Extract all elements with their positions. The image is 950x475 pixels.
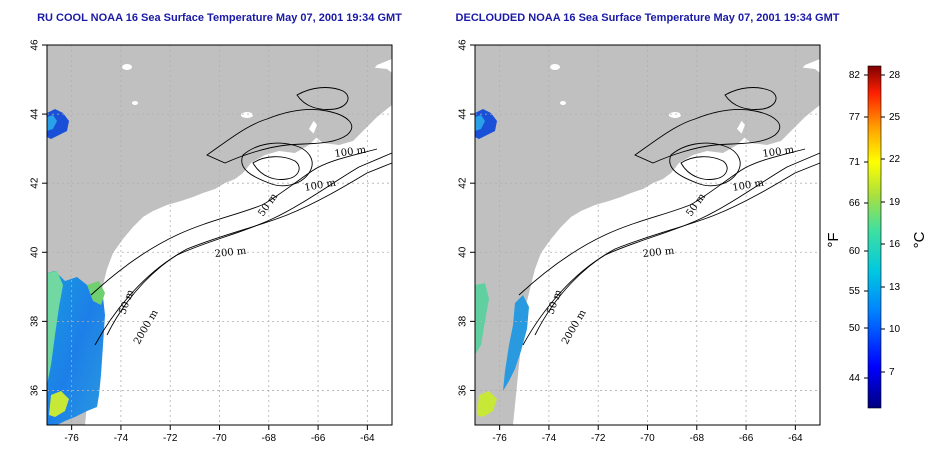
fahrenheit-tick-label: 60 — [849, 246, 861, 257]
contour-label: 100 m — [334, 145, 367, 160]
lake — [550, 64, 560, 70]
lat-tick-label: 44 — [30, 108, 41, 120]
celsius-tick-label: 22 — [889, 154, 901, 165]
lon-tick-label: -64 — [360, 433, 375, 444]
lon-tick-label: -70 — [640, 433, 655, 444]
map-title: RU COOL NOAA 16 Sea Surface Temperature … — [37, 12, 402, 24]
lon-tick-label: -68 — [690, 433, 705, 444]
contour-label: 200 m — [214, 246, 247, 260]
lake — [669, 112, 681, 118]
fahrenheit-tick-label: 82 — [849, 70, 861, 81]
contour-100m — [518, 148, 806, 296]
sst-field-south — [47, 271, 105, 425]
contour-georges-inner — [252, 156, 300, 180]
celsius-tick-label: 19 — [889, 197, 901, 208]
celsius-tick-label: 7 — [889, 367, 895, 378]
map-panel-declouded: DECLOUDED NOAA 16 Sea Surface Temperatur… — [456, 12, 840, 444]
lake — [132, 101, 138, 105]
sst-nearshore — [47, 271, 63, 385]
sst-patch-north-edge — [47, 115, 57, 131]
lon-tick-label: -76 — [492, 433, 507, 444]
fahrenheit-tick-label: 55 — [849, 286, 861, 297]
lat-tick-label: 36 — [30, 384, 41, 396]
sst-warm-bay — [477, 391, 497, 417]
fahrenheit-tick-label: 44 — [849, 373, 861, 384]
lon-tick-label: -76 — [64, 433, 79, 444]
graticule — [47, 44, 392, 425]
lat-tick-label: 42 — [458, 177, 469, 189]
lat-tick-label: 46 — [30, 39, 41, 51]
lat-tick-label: 38 — [30, 315, 41, 327]
contour-banks — [724, 87, 777, 110]
lon-tick-label: -64 — [788, 433, 803, 444]
celsius-tick-label: 25 — [889, 112, 901, 123]
contour-100m — [90, 148, 378, 296]
map-title: DECLOUDED NOAA 16 Sea Surface Temperatur… — [456, 12, 840, 24]
lat-tick-label: 38 — [458, 315, 469, 327]
contour-georges-inner — [680, 156, 728, 180]
contour-georges — [669, 142, 741, 187]
fahrenheit-tick-label: 50 — [849, 323, 861, 334]
fahrenheit-tick-label: 66 — [849, 198, 861, 209]
lat-tick-label: 46 — [458, 39, 469, 51]
celsius-tick-label: 16 — [889, 239, 901, 250]
contour-2000m — [534, 162, 821, 336]
lon-tick-label: -74 — [542, 433, 557, 444]
contour-2000m — [106, 162, 393, 336]
contour-georges — [241, 142, 313, 187]
lon-tick-label: -68 — [262, 433, 277, 444]
lon-tick-label: -66 — [311, 433, 326, 444]
map-panel-raw: RU COOL NOAA 16 Sea Surface Temperature … — [30, 12, 403, 444]
lon-tick-label: -70 — [212, 433, 227, 444]
sst-field-south — [503, 295, 529, 391]
sst-warm-bay — [49, 391, 69, 417]
lake — [122, 64, 132, 70]
contour-banks — [296, 87, 349, 110]
lat-tick-label: 42 — [30, 177, 41, 189]
lat-tick-label: 44 — [458, 108, 469, 120]
lat-tick-label: 40 — [458, 246, 469, 258]
lat-tick-label: 36 — [458, 384, 469, 396]
graticule — [475, 44, 820, 425]
celsius-tick-label: 13 — [889, 282, 901, 293]
celsius-tick-label: 10 — [889, 324, 901, 335]
colorbar-gradient — [867, 65, 882, 409]
bathymetry-contours — [518, 87, 821, 346]
celsius-tick-label: 28 — [889, 70, 901, 81]
lon-tick-label: -72 — [591, 433, 606, 444]
contour-200m — [94, 152, 393, 346]
sst-patch-north-edge — [475, 115, 485, 131]
contour-200m — [522, 152, 821, 346]
contour-label: 200 m — [642, 246, 675, 260]
fahrenheit-unit-label: °F — [825, 232, 842, 247]
contour-gulf-maine — [634, 108, 781, 164]
contour-gulf-maine — [206, 108, 353, 164]
temperature-colorbar: 82 77 71 66 60 55 50 44 28 25 22 19 16 13 10 7 °F °C — [825, 65, 928, 409]
lon-tick-label: -72 — [163, 433, 178, 444]
lat-tick-label: 40 — [30, 246, 41, 258]
contour-label: 100 m — [762, 145, 795, 160]
lake — [560, 101, 566, 105]
lon-tick-label: -74 — [114, 433, 129, 444]
lake — [241, 112, 253, 118]
lon-tick-label: -66 — [739, 433, 754, 444]
bathymetry-contours — [90, 87, 393, 346]
celsius-unit-label: °C — [911, 231, 928, 248]
sst-nearshore — [475, 283, 489, 355]
fahrenheit-tick-label: 77 — [849, 112, 861, 123]
fahrenheit-tick-label: 71 — [849, 157, 861, 168]
